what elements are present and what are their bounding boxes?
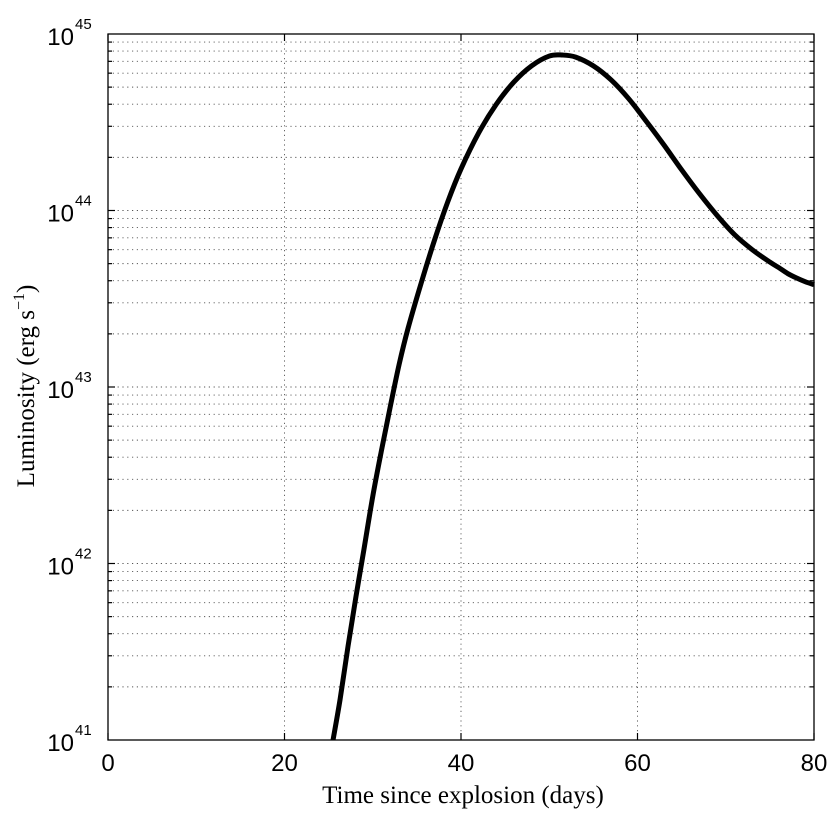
y-tick-label: 10 [47,377,74,404]
y-tick-label: 10 [47,730,74,757]
x-tick-label: 60 [624,750,651,777]
y-tick-label: 10 [47,554,74,581]
x-tick-label: 0 [101,750,114,777]
y-tick-label: 10 [47,201,74,228]
x-axis-title: Time since explosion (days) [322,782,604,809]
y-tick-label-exponent: 43 [75,369,92,386]
y-tick-label-exponent: 41 [75,722,92,739]
y-axis-title-exponent: −1 [11,293,28,310]
y-tick-label-exponent: 44 [75,193,92,210]
axis-ticks [107,34,815,740]
grid [108,34,814,740]
y-tick-label: 10 [47,24,74,51]
y-axis-title: Luminosity (erg s−1) [11,285,40,488]
x-tick-label: 80 [801,750,828,777]
luminosity-curve [330,52,815,741]
y-tick-label-exponent: 45 [75,16,92,33]
x-tick-label: 40 [448,750,475,777]
y-axis-title-main: Luminosity (erg s [13,310,40,487]
y-axis-title-close: ) [13,285,40,293]
x-tick-label: 20 [271,750,298,777]
y-tick-label-exponent: 42 [75,546,92,563]
x-tick-labels: 0 20 40 60 80 [101,750,827,777]
series-layer [330,52,815,741]
